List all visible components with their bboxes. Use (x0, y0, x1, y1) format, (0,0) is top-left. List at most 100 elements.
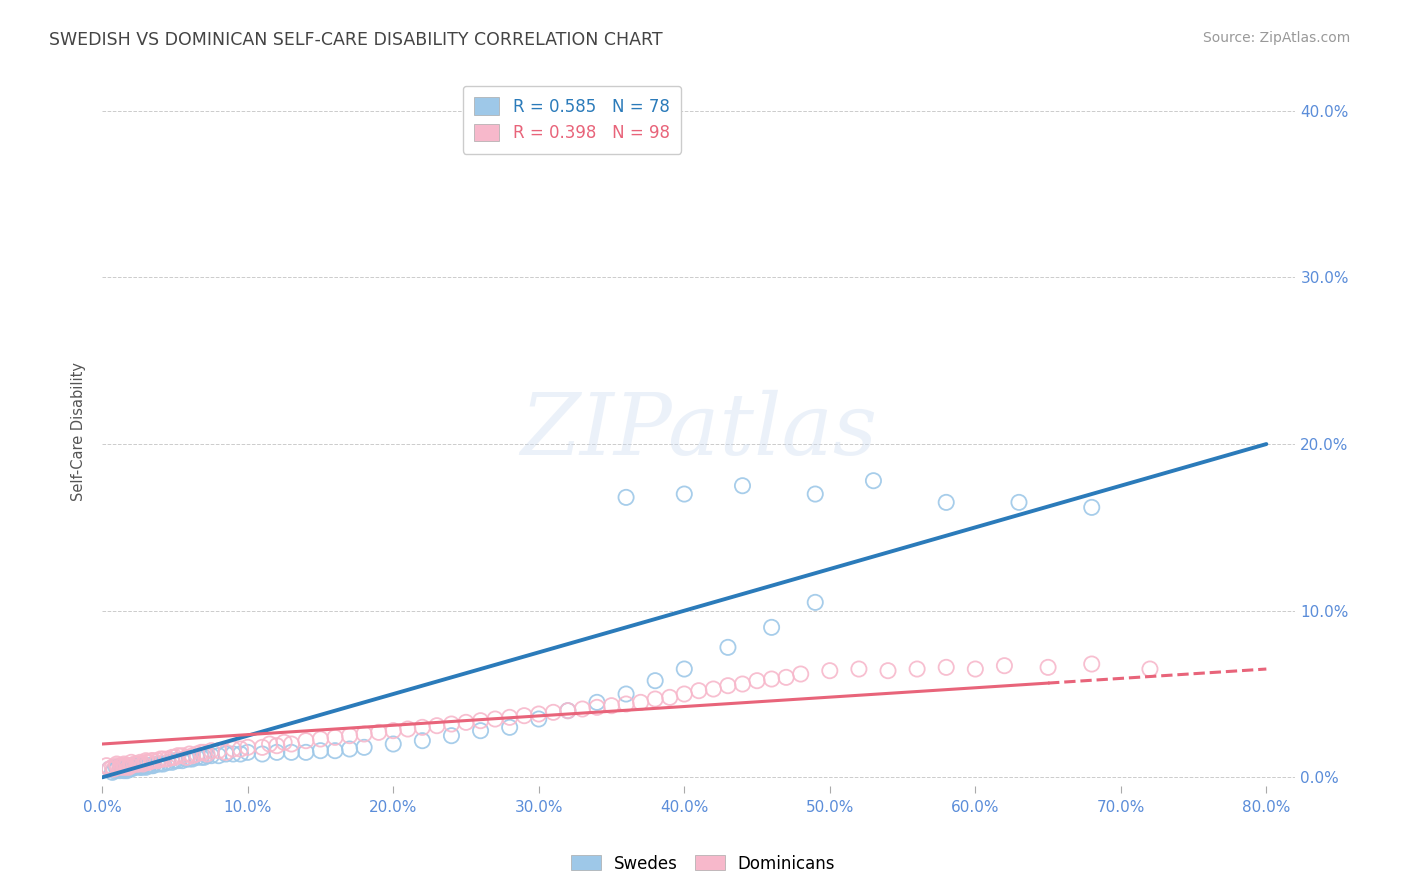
Point (125, 760, 148, 774)
Point (132, 757, 155, 772)
Point (309, 731, 332, 746)
Point (775, 670, 797, 684)
Point (108, 760, 131, 774)
Point (115, 764, 138, 778)
Point (112, 760, 135, 774)
Point (411, 733, 433, 747)
Point (135, 760, 157, 774)
Point (717, 640, 740, 655)
Point (186, 750, 208, 764)
Point (440, 717, 463, 731)
Point (411, 720, 433, 734)
Point (146, 757, 169, 772)
Point (498, 710, 520, 724)
Point (156, 752, 179, 766)
Point (527, 706, 550, 721)
Point (98, 762, 121, 776)
Point (120, 762, 142, 776)
Point (323, 744, 346, 758)
Point (112, 760, 135, 774)
Point (105, 760, 128, 774)
Text: SWEDISH VS DOMINICAN SELF-CARE DISABILITY CORRELATION CHART: SWEDISH VS DOMINICAN SELF-CARE DISABILIT… (49, 31, 662, 49)
Point (367, 725, 389, 739)
Point (543, 706, 565, 720)
Point (186, 747, 208, 761)
Point (498, 720, 520, 734)
Point (644, 692, 666, 706)
Point (200, 748, 222, 763)
Point (818, 664, 841, 678)
Point (382, 737, 405, 751)
Point (135, 758, 157, 772)
Point (127, 757, 149, 772)
Point (98, 762, 121, 776)
Point (229, 747, 252, 761)
Point (179, 752, 201, 766)
Point (195, 748, 218, 763)
Point (614, 697, 637, 711)
Point (215, 745, 238, 759)
Point (688, 683, 710, 698)
Point (804, 487, 827, 501)
Point (128, 757, 150, 772)
Point (110, 758, 132, 772)
Point (167, 748, 190, 763)
Point (179, 747, 201, 761)
Point (965, 662, 987, 676)
Point (1036, 660, 1059, 674)
Point (118, 758, 141, 772)
Point (993, 658, 1015, 673)
Point (115, 758, 138, 772)
Point (236, 745, 259, 759)
Point (215, 747, 238, 761)
Point (280, 745, 302, 759)
Point (470, 723, 492, 738)
Point (103, 764, 125, 778)
Point (557, 704, 579, 718)
Point (731, 677, 754, 691)
Point (190, 750, 212, 764)
Point (112, 764, 135, 778)
Point (761, 672, 783, 686)
Point (117, 760, 139, 774)
Point (172, 754, 194, 768)
Point (353, 740, 375, 755)
Point (1139, 662, 1161, 676)
Point (273, 735, 295, 749)
Point (141, 754, 163, 768)
Point (339, 729, 361, 743)
Point (122, 760, 145, 774)
Point (129, 760, 152, 774)
Point (141, 758, 163, 772)
Point (193, 745, 215, 759)
Point (761, 620, 783, 634)
Point (163, 754, 186, 768)
Point (163, 750, 186, 764)
Point (135, 754, 157, 768)
Point (138, 756, 160, 770)
Point (200, 744, 222, 758)
Text: ZIPatlas: ZIPatlas (520, 390, 877, 473)
Point (149, 757, 172, 772)
Point (129, 756, 152, 770)
Point (309, 744, 332, 758)
Point (112, 757, 135, 772)
Point (571, 702, 593, 716)
Point (207, 748, 229, 763)
Point (149, 752, 172, 766)
Text: Source: ZipAtlas.com: Source: ZipAtlas.com (1202, 31, 1350, 45)
Point (229, 742, 252, 756)
Point (172, 748, 194, 763)
Point (108, 764, 131, 778)
Point (862, 474, 884, 488)
Point (745, 673, 768, 688)
Point (111, 762, 134, 776)
Point (195, 747, 218, 761)
Point (101, 760, 124, 774)
Point (120, 758, 142, 772)
Point (176, 750, 198, 764)
Point (120, 758, 142, 772)
Legend: R = 0.585   N = 78, R = 0.398   N = 98: R = 0.585 N = 78, R = 0.398 N = 98 (463, 86, 682, 153)
Point (181, 748, 204, 763)
Point (110, 762, 132, 776)
